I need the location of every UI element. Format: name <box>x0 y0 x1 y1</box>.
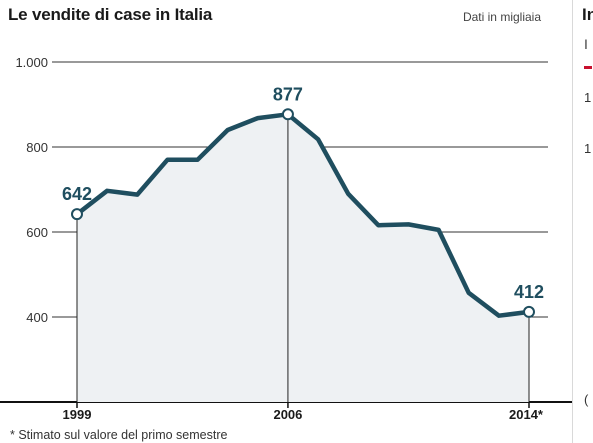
y-tick-label: 1.000 <box>15 55 48 70</box>
marker-layer <box>71 108 535 318</box>
annotation-lines <box>76 114 530 402</box>
adjacent-panel-title: In <box>582 5 593 24</box>
data-label: 877 <box>273 84 303 104</box>
x-tick-label: 2006 <box>273 407 302 422</box>
area-fill <box>77 114 529 403</box>
adjacent-tick-label: ( <box>584 392 589 407</box>
data-label: 412 <box>514 282 544 302</box>
data-labels: 642 877 412 <box>62 84 544 302</box>
x-tick-label: 1999 <box>63 407 92 422</box>
footnote: * Stimato sul valore del primo semestre <box>10 428 228 442</box>
adjacent-tick-label: 1 <box>584 141 592 156</box>
panel-divider <box>572 0 573 443</box>
chart-title: Le vendite di case in Italia <box>8 5 213 24</box>
y-tick-label: 800 <box>26 140 48 155</box>
adjacent-tick-label: 1 <box>584 90 592 105</box>
adjacent-panel-subtitle: I <box>584 36 588 52</box>
y-axis-ticks: 400 600 800 1.000 <box>15 55 48 325</box>
data-point-marker <box>281 108 294 121</box>
line-chart: 400 600 800 1.000 1999 2006 2014* 642 877 412 <box>0 55 572 422</box>
y-tick-label: 400 <box>26 310 48 325</box>
series-line <box>74 112 532 318</box>
unit-note: Dati in migliaia <box>462 10 541 24</box>
x-tick-label: 2014* <box>509 407 544 422</box>
data-point-marker <box>71 208 83 221</box>
x-axis-ticks: 1999 2006 2014* <box>63 402 544 422</box>
data-point-marker <box>523 305 535 318</box>
y-tick-label: 600 <box>26 225 48 240</box>
data-label: 642 <box>62 184 92 204</box>
adjacent-legend-marker <box>584 66 592 69</box>
